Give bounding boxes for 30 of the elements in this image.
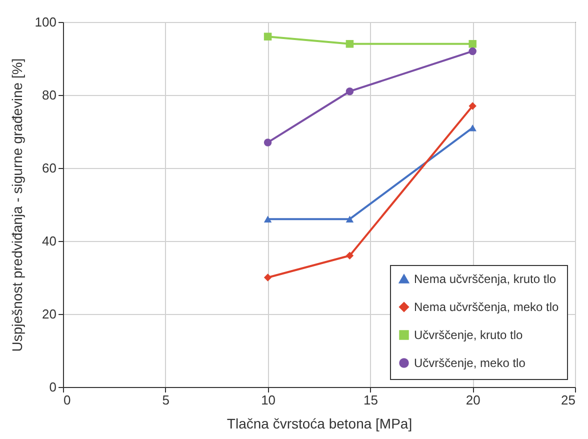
x-axis-title: Tlačna čvrstoća betona [MPa] (226, 416, 412, 432)
x-tick-label: 10 (261, 392, 276, 408)
y-tick-label: 100 (34, 14, 56, 30)
point (468, 124, 476, 132)
legend-label: Učvrščenje, meko tlo (414, 356, 526, 370)
legend-label: Nema učvrščenja, kruto tlo (414, 272, 556, 286)
point (264, 138, 272, 146)
point (468, 40, 476, 48)
point (264, 32, 272, 40)
y-tick-label: 0 (49, 380, 56, 394)
x-tick-label: 5 (162, 392, 170, 408)
point (346, 40, 354, 48)
legend-label: Učvrščenje, kruto tlo (414, 328, 524, 342)
y-tick-label: 80 (42, 88, 56, 102)
point (346, 252, 354, 260)
point (346, 216, 354, 222)
point (346, 87, 354, 96)
y-axis-title: Uspješnost predviđanja - sigurne građevine [%] (8, 58, 25, 352)
point (264, 216, 272, 222)
y-tick-label: 60 (42, 160, 56, 176)
point (264, 274, 272, 282)
x-tick-label: 20 (466, 392, 480, 408)
x-tick-label: 25 (561, 392, 576, 408)
legend-label: Nema učvrščenja, meko tlo (414, 300, 560, 314)
y-tick-label: 20 (42, 306, 56, 322)
point (468, 102, 476, 110)
y-tick-label: 40 (42, 234, 56, 248)
x-tick-label: 15 (363, 392, 378, 408)
point (468, 47, 476, 56)
x-tick-label: 0 (64, 392, 71, 408)
